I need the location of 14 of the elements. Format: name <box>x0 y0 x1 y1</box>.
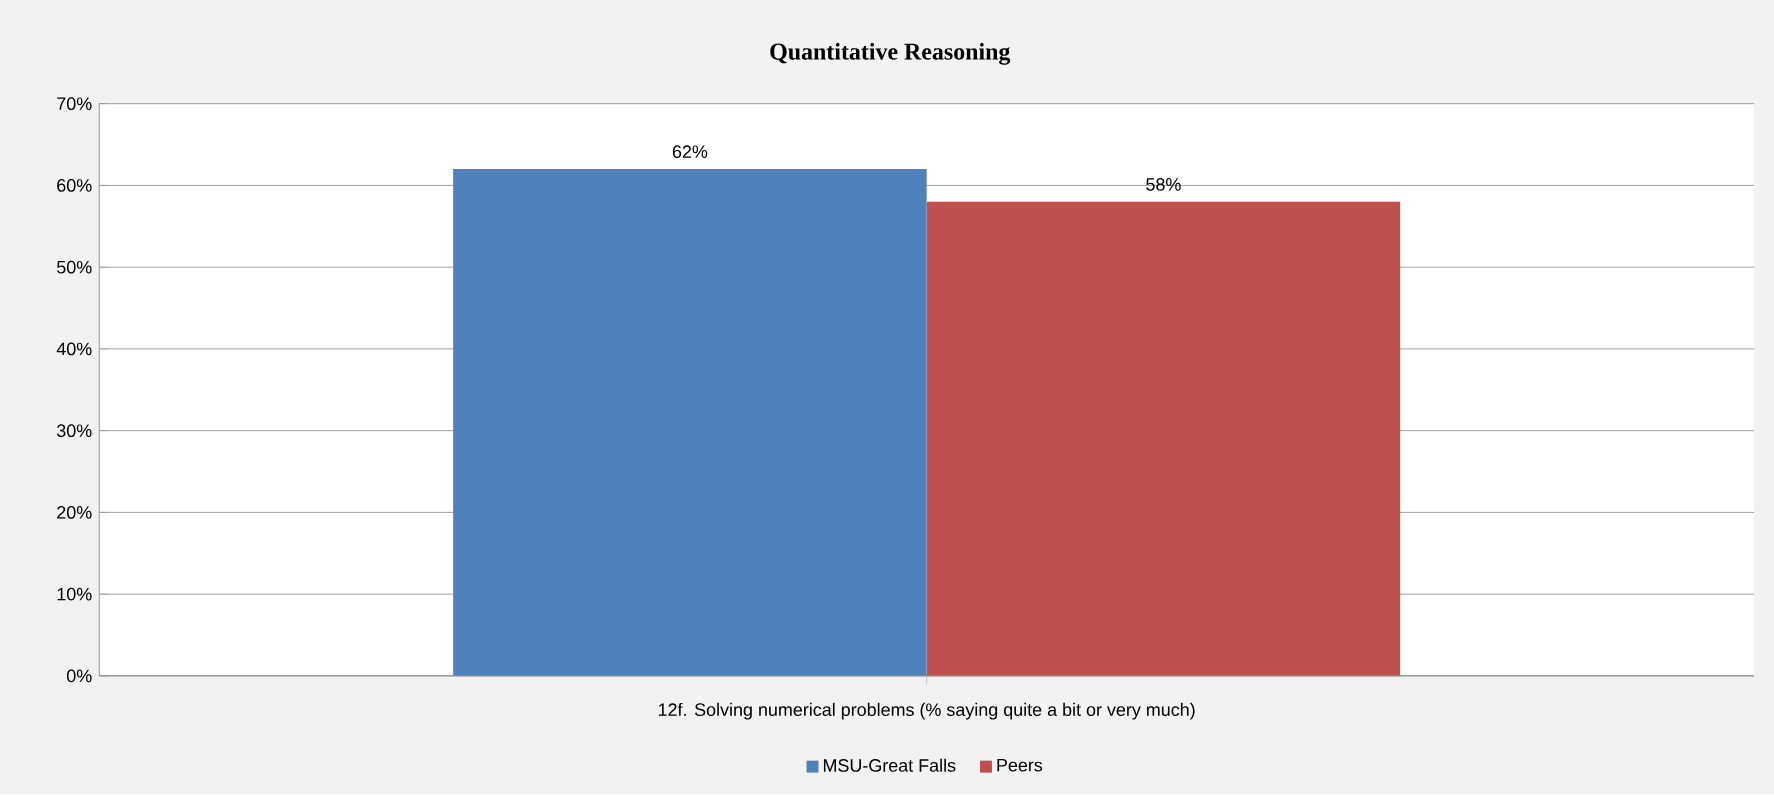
y-tick-label: 40% <box>56 342 92 356</box>
data-label: 58% <box>1146 178 1181 191</box>
y-tick-label: 0% <box>66 669 92 683</box>
chart-title: Quantitative Reasoning <box>770 43 1011 66</box>
y-tick-label: 50% <box>57 261 92 274</box>
y-tick-label: 20% <box>57 506 92 519</box>
y-tick-label: 70% <box>57 97 92 111</box>
x-tick-label: 12f. Solving numerical problems (% saying quite a bit or very much) <box>658 703 1195 720</box>
y-tick-label: 10% <box>57 588 92 601</box>
legend-label: MSU-Great Falls <box>823 758 956 773</box>
y-tick-label: 60% <box>57 179 92 193</box>
legend-label: Peers <box>997 759 1043 772</box>
y-tick-label: 30% <box>56 424 92 438</box>
data-label: 62% <box>672 145 708 159</box>
